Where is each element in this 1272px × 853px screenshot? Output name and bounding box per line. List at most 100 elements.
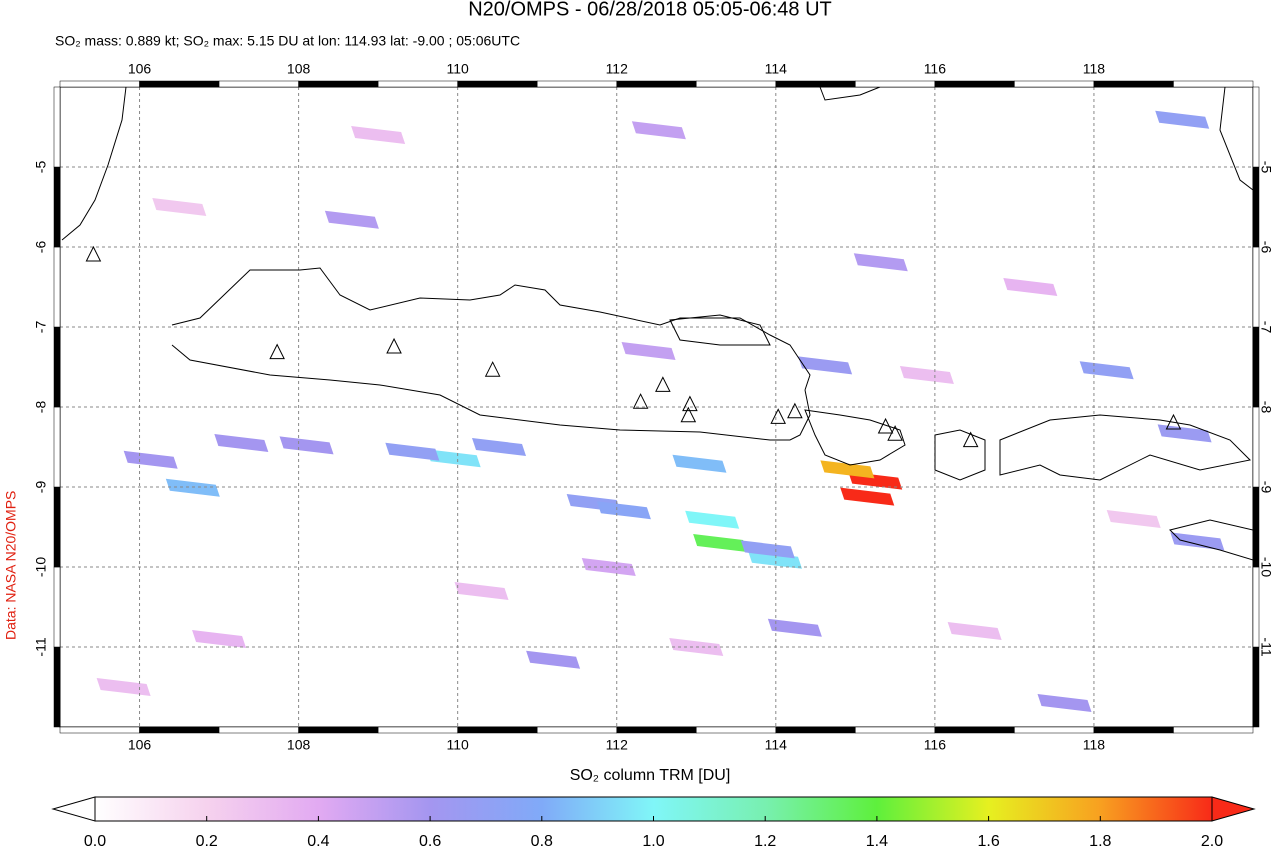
frame-bar [696,80,777,88]
frame-bar [1173,726,1254,734]
so2-pixel [472,438,527,456]
frame-bar [53,326,61,408]
so2-pixel [152,198,207,216]
y-tick-label: -11 [1258,637,1272,656]
frame-bar [1252,486,1260,568]
frame-bar [53,406,61,488]
frame-bar [1093,726,1174,734]
x-tick-label: 106 [128,737,152,753]
frame-bar [1252,566,1260,648]
frame-bar [53,486,61,568]
y-tick-label: -5 [1258,161,1272,174]
so2-pixel [279,436,334,455]
x-tick-label: 112 [606,61,629,77]
so2-pixel [1079,361,1134,380]
coastline [171,344,811,441]
coastlines [61,86,1254,561]
colorbar-tick-label: 1.2 [754,833,776,850]
volcano [877,417,894,434]
volcano [1165,413,1182,430]
frame-bar [218,80,299,88]
colorbar-tick-label: 0.4 [307,833,329,850]
x-tick-label: 110 [447,737,470,753]
y-tick-label: -10 [1258,557,1272,577]
x-tick-label: 118 [1083,737,1106,753]
y-tick-label: -8 [33,401,49,414]
y-tick-label: -11 [33,637,49,656]
frame-bar [59,726,140,734]
so2-pixel [1003,278,1058,296]
volcano [962,431,979,448]
frame-bar [457,80,538,88]
y-tick-label: -9 [1258,481,1272,494]
frame-bar [53,566,61,648]
frame-bar [218,726,299,734]
colorbar-tick-label: 2.0 [1201,833,1223,850]
frame-bar [696,726,777,734]
frame-bar [377,80,458,88]
frame-bar [536,80,617,88]
colorbar-tick-label: 0.2 [196,833,218,850]
so2-pixel [693,534,748,552]
coastline [999,414,1252,481]
frame-bar [1252,646,1260,728]
frame-bar [1173,80,1254,88]
subtitle: SO₂ mass: 0.889 kt; SO₂ max: 5.15 DU at … [55,33,520,49]
frame-bar [855,80,936,88]
y-tick-label: -10 [33,557,49,577]
coastline [934,429,986,481]
coastline [171,267,811,391]
volcano [386,337,402,354]
frame-bar [139,726,220,734]
x-tick-label: 108 [287,737,311,753]
so2-pixel [947,622,1002,640]
frame-bar [457,726,538,734]
so2-pixel [1106,510,1161,528]
frame-bar [934,80,1015,88]
so2-pixel [385,442,440,461]
volcano [787,402,803,419]
frame-bar [377,726,458,734]
x-tick-label: 114 [765,737,788,753]
x-tick-label: 112 [606,737,629,753]
x-tick-label: 118 [1083,61,1106,77]
frame [53,80,1260,734]
frame-bar [1252,166,1260,248]
coastline [804,409,906,466]
colorbar-tick-label: 1.6 [977,833,999,850]
colorbar-tick-label: 0.8 [531,833,553,850]
frame-bar [1252,86,1260,168]
frame-bar [616,80,697,88]
coastline [819,86,881,101]
frame-bar [616,726,697,734]
colorbar-tick-label: 0.6 [419,833,441,850]
x-tick-label: 116 [924,61,947,77]
so2-pixel [1037,694,1092,712]
so2-pixel [748,550,803,569]
y-tick-label: -8 [1258,401,1272,414]
x-tick-label: 110 [447,61,470,77]
frame-bar [139,80,220,88]
frame-bar [1252,326,1260,408]
so2-pixel [1170,532,1225,551]
frame-bar [53,646,61,728]
pixel-layer [96,110,1225,712]
frame-bar [1252,406,1260,488]
frame-bar [298,80,379,88]
colorbar-over [1211,796,1256,822]
so2-pixel [740,540,795,559]
so2-pixel [672,454,727,473]
frame-bar [59,80,140,88]
so2-pixel [324,210,379,229]
colorbar-label: SO₂ column TRM [DU] [570,767,731,784]
frame-bar [1252,246,1260,328]
so2-pixel [596,501,651,520]
x-tick-label: 108 [287,61,311,77]
so2-pixel [214,434,269,452]
coastline [61,86,127,241]
volcano [770,408,786,424]
so2-pixel [899,366,954,384]
volcano-layer [85,245,1182,448]
volcano [484,361,501,377]
